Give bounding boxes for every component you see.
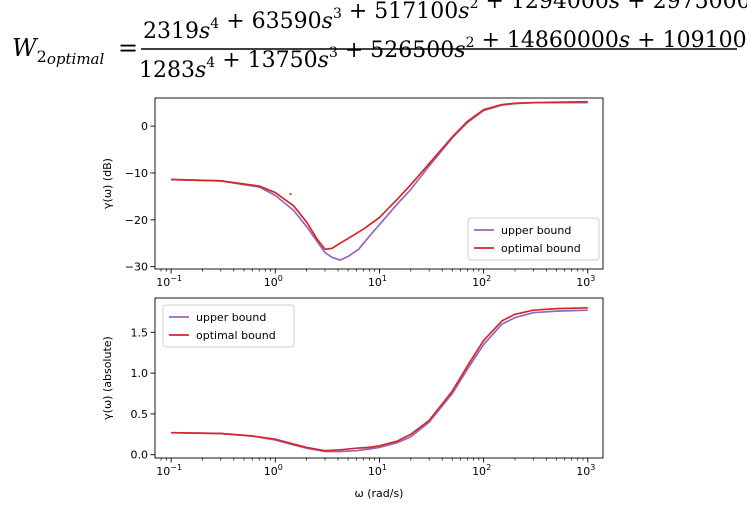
numerator-term-variable: s <box>199 19 210 44</box>
numerator-term-plus: + <box>219 9 251 34</box>
y-tick-label: −10 <box>125 167 148 180</box>
numerator-term-coefficient: 63590 <box>252 9 322 34</box>
denominator-term-exponent: 2 <box>466 35 475 51</box>
denominator-term-coefficient: 10910000 <box>663 28 747 53</box>
numerator-term-variable: s <box>458 0 469 24</box>
numerator-term-plus: + <box>342 0 374 24</box>
y-tick-label: 0 <box>141 120 148 133</box>
x-tick-label: 103 <box>576 463 595 478</box>
numerator-term-exponent: 3 <box>333 6 342 22</box>
y-tick-label: 0.0 <box>131 449 149 462</box>
x-axis-label: ω (rad/s) <box>355 487 404 500</box>
denominator-term-plus: + <box>474 28 506 53</box>
numerator-term-variable: s <box>609 0 620 14</box>
denominator-term-variable: s <box>619 28 630 53</box>
formula-equals: = <box>118 34 138 62</box>
numerator-term-coefficient: 2319 <box>143 19 199 44</box>
numerator-term-plus: + <box>620 0 652 14</box>
legend-label: optimal bound <box>501 242 581 255</box>
y-tick-label: 0.5 <box>131 408 149 421</box>
legend: upper bound optimal bound <box>162 304 295 348</box>
formula-denominator: 1283s4 + 13750s3 + 526500s2 + 14860000s … <box>139 28 747 83</box>
x-tick-label: 101 <box>368 274 387 289</box>
plot-frame <box>154 97 604 270</box>
denominator-term-exponent: 4 <box>206 55 215 71</box>
x-tick-label: 10−1 <box>156 274 182 289</box>
denominator-term-coefficient: 13750 <box>248 48 318 73</box>
series-line-optimal-bound <box>171 306 588 452</box>
legend-box <box>162 304 295 348</box>
denominator-term-coefficient: 1283 <box>139 58 195 83</box>
formula-lhs-sub-digit: 2 <box>37 47 47 66</box>
x-tick-label: 102 <box>472 274 491 289</box>
chart-panel-1: 10−1 100 101 102 103 0 −10 −20 −30 γ(ω) (dB) upper… <box>101 97 604 289</box>
denominator-term-coefficient: 14860000 <box>507 28 619 53</box>
x-tick-label: 10−1 <box>156 463 182 478</box>
x-tick-label: 103 <box>576 274 595 289</box>
y-axis-label: γ(ω) (dB) <box>101 158 114 209</box>
denominator-term-variable: s <box>318 48 329 73</box>
numerator-term-exponent: 4 <box>210 16 219 32</box>
plot-frame <box>154 297 604 459</box>
numerator-term-coefficient: 2975000 <box>653 0 747 14</box>
series-line-optimal-bound <box>171 100 588 251</box>
y-axis-label: γ(ω) (absolute) <box>101 336 114 420</box>
denominator-term-coefficient: 526500 <box>370 38 454 63</box>
numerator-term-coefficient: 517100 <box>374 0 458 24</box>
denominator-term-plus: + <box>338 38 370 63</box>
formula-numerator: 2319s4 + 63590s3 + 517100s2 + 1294000s +… <box>143 0 747 44</box>
formula-lhs-base: W <box>12 34 39 62</box>
numerator-term-variable: s <box>322 9 333 34</box>
chart-panel-2: 10−1 100 101 102 103 0.0 0.5 1.0 1.5 γ(ω) (absolu… <box>101 297 604 500</box>
numerator-term-plus: + <box>478 0 510 14</box>
y-tick-label: −30 <box>125 261 148 274</box>
legend-box <box>467 217 600 261</box>
y-tick-label: −20 <box>125 214 148 227</box>
denominator-term-variable: s <box>195 58 206 83</box>
y-tick-label: 1.0 <box>131 367 149 380</box>
numerator-term-coefficient: 1294000 <box>511 0 609 14</box>
legend-label: optimal bound <box>196 329 276 342</box>
x-tick-label: 102 <box>472 463 491 478</box>
denominator-term-plus: + <box>630 28 662 53</box>
x-tick-label: 100 <box>264 274 283 289</box>
formula-lhs-sub-text: optimal <box>47 50 105 68</box>
x-tick-label: 100 <box>264 463 283 478</box>
denominator-term-variable: s <box>454 38 465 63</box>
denominator-term-exponent: 3 <box>329 45 338 61</box>
stray-data-point <box>289 192 292 196</box>
y-tick-label: 1.5 <box>131 326 149 339</box>
legend: upper bound optimal bound <box>467 217 600 261</box>
numerator-term-exponent: 2 <box>470 0 479 12</box>
legend-label: upper bound <box>501 224 571 237</box>
transfer-function-formula: W2optimal = 2319s4 + 63590s3 + 517100s2 … <box>12 0 747 83</box>
formula-lhs: W2optimal <box>12 34 104 68</box>
denominator-term-plus: + <box>215 48 247 73</box>
bound-plots: 10−1 100 101 102 103 0 −10 −20 −30 γ(ω) (dB) upper… <box>101 97 604 500</box>
legend-label: upper bound <box>196 311 266 324</box>
x-tick-label: 101 <box>368 463 387 478</box>
